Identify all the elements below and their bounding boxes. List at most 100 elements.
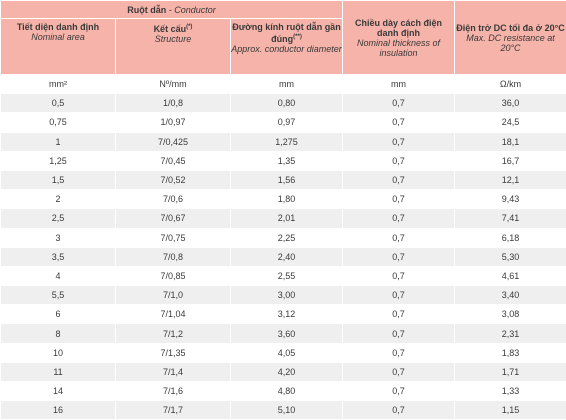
structure-en: Structure (116, 34, 230, 44)
table-cell: 3,5 (1, 247, 116, 266)
table-cell: 0,7 (343, 94, 455, 113)
table-cell: 0,7 (343, 343, 455, 362)
table-cell: 7/1,6 (116, 382, 231, 401)
table-cell: 7/0,75 (116, 228, 231, 247)
conductor-diameter-header: Đường kính ruột dẫn gần đúng(**) Approx.… (231, 19, 343, 75)
table-cell: 7/1,7 (116, 401, 231, 420)
table-cell: 7/0,425 (116, 132, 231, 151)
table-cell: 1,33 (455, 382, 566, 401)
table-cell: 0,80 (231, 94, 343, 113)
table-cell: 3 (1, 228, 116, 247)
table-cell: 0,7 (343, 401, 455, 420)
structure-footnote: (*) (186, 24, 192, 30)
table-cell: 2,31 (455, 324, 566, 343)
table-cell: 4 (1, 266, 116, 285)
table-cell: 0,7 (343, 190, 455, 209)
table-cell: 0,97 (231, 113, 343, 132)
conductor-diameter-en: Approx. conductor diameter (231, 44, 342, 54)
table-cell: 11 (1, 362, 116, 381)
nominal-area-header: Tiết diện danh định Nominal area (1, 19, 116, 75)
table-cell: 10 (1, 343, 116, 362)
nominal-area-en: Nominal area (1, 32, 115, 42)
table-cell: 4,61 (455, 266, 566, 285)
table-cell: 7/0,8 (116, 247, 231, 266)
table-cell: 16,7 (455, 151, 566, 170)
table-cell: 1,275 (231, 132, 343, 151)
table-cell: 0,7 (343, 151, 455, 170)
table-cell: 3,08 (455, 305, 566, 324)
table-cell: 4,05 (231, 343, 343, 362)
table-cell: 4,20 (231, 362, 343, 381)
dc-resistance-en: Max. DC resistance at 20°C (455, 33, 566, 53)
table-cell: 5,5 (1, 286, 116, 305)
dc-resistance-header: Điện trở DC tối đa ở 20°C Max. DC resist… (455, 1, 566, 75)
table-cell: 0,75 (1, 113, 116, 132)
table-cell: 1,5 (1, 170, 116, 189)
table-cell: 36,0 (455, 94, 566, 113)
table-cell: 1,15 (455, 401, 566, 420)
table-cell: 1,83 (455, 343, 566, 362)
table-cell: 7,41 (455, 209, 566, 228)
table-cell: 0,7 (343, 266, 455, 285)
unit-cell: mm (343, 75, 455, 94)
table-cell: 0,7 (343, 209, 455, 228)
table-cell: 0,7 (343, 228, 455, 247)
table-cell: 7/0,6 (116, 190, 231, 209)
insulation-thickness-vi: Chiều dày cách điện danh định (343, 18, 454, 38)
table-cell: 5,10 (231, 401, 343, 420)
table-cell: 18,1 (455, 132, 566, 151)
table-cell: 16 (1, 401, 116, 420)
table-cell: 7/1,04 (116, 305, 231, 324)
table-cell: 7/0,45 (116, 151, 231, 170)
table-cell: 1,35 (231, 151, 343, 170)
units-row: mm² Nº/mm mm mm Ω/km (1, 75, 566, 94)
conductor-diameter-vi: Đường kính ruột dẫn gần đúng (232, 22, 340, 44)
table-cell: 7/0,52 (116, 170, 231, 189)
table-cell: 2,40 (231, 247, 343, 266)
unit-cell: Nº/mm (116, 75, 231, 94)
table-cell: 5,30 (455, 247, 566, 266)
table-cell: 2,25 (231, 228, 343, 247)
table-cell: 24,5 (455, 113, 566, 132)
conductor-group-header: Ruột dẫn - Conductor (1, 1, 343, 19)
insulation-thickness-header: Chiều dày cách điện danh định Nominal th… (343, 1, 455, 75)
table-cell: 2 (1, 190, 116, 209)
table-cell: 1,80 (231, 190, 343, 209)
table-cell: 0,7 (343, 286, 455, 305)
table-cell: 9,43 (455, 190, 566, 209)
structure-header: Kết cấu(*) Structure (116, 19, 231, 75)
table-cell: 7/0,67 (116, 209, 231, 228)
table-cell: 0,7 (343, 113, 455, 132)
table-header: Ruột dẫn - Conductor Chiều dày cách điện… (1, 1, 566, 75)
unit-cell: Ω/km (455, 75, 566, 94)
table-cell: 7/0,85 (116, 266, 231, 285)
table-cell: 7/1,4 (116, 362, 231, 381)
table-cell: 0,5 (1, 94, 116, 113)
conductor-diameter-footnote: (**) (293, 34, 302, 40)
table-cell: 2,01 (231, 209, 343, 228)
table-cell: 0,7 (343, 324, 455, 343)
table-cell: 4,80 (231, 382, 343, 401)
table-cell: 12,1 (455, 170, 566, 189)
conductor-group-en: Conductor (174, 5, 216, 15)
insulation-thickness-en: Nominal thickness of insulation (343, 38, 454, 58)
unit-cell: mm² (1, 75, 116, 94)
table-cell: 3,40 (455, 286, 566, 305)
table-cell: 1,56 (231, 170, 343, 189)
unit-cell: mm (231, 75, 343, 94)
table-cell: 8 (1, 324, 116, 343)
